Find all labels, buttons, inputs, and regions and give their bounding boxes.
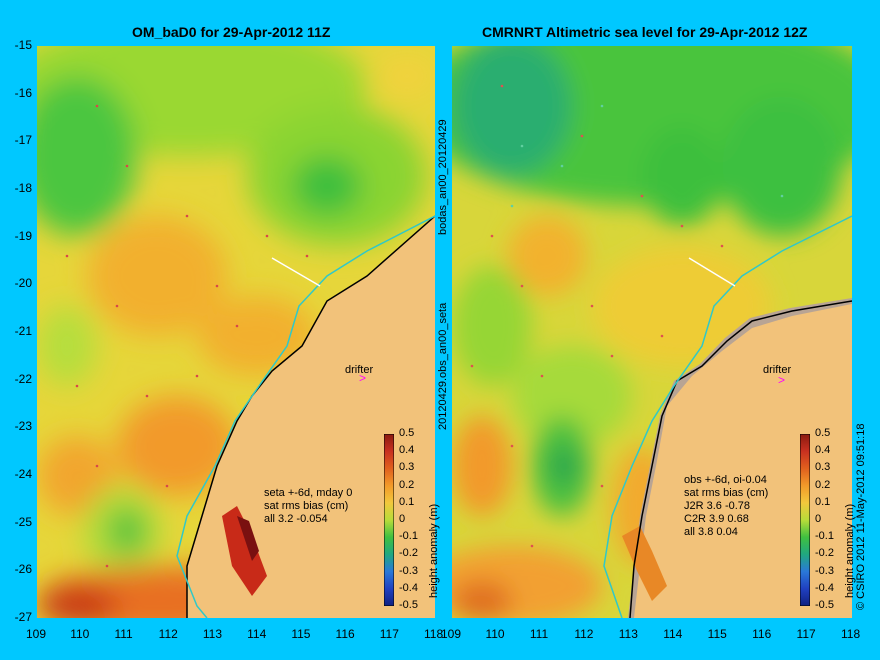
right-stats-line: sat rms bias (cm) (684, 487, 769, 499)
colorbar-tick-label: -0.3 (815, 564, 834, 577)
x-tick-label: 116 (752, 627, 772, 641)
right-map-title: CMRNRT Altimetric sea level for 29-Apr-2… (482, 24, 808, 40)
left-stats-line: seta +-6d, mday 0 (264, 487, 353, 499)
x-tick-label: 111 (114, 627, 133, 641)
x-tick-label: 113 (618, 627, 638, 641)
x-tick-label: 117 (379, 627, 399, 641)
colorbar-tick-label: 0 (399, 513, 406, 525)
y-tick-label: -17 (14, 133, 32, 148)
y-tick-label: -26 (14, 562, 32, 577)
colorbar-gradient (383, 433, 395, 607)
colorbar-tick-label: -0.4 (399, 581, 418, 594)
colorbar-tick-label: -0.3 (399, 564, 418, 577)
left-stats-line: sat rms bias (cm) (264, 500, 349, 512)
left-map-svg: > (37, 46, 435, 618)
colorbar-tick-label: 0.3 (399, 461, 415, 474)
y-tick-label: -25 (14, 514, 32, 529)
colorbar-tick-label: -0.5 (399, 599, 418, 611)
x-tick-label: 114 (247, 627, 267, 641)
left-stats-line: all 3.2 -0.054 (264, 513, 328, 525)
x-tick-label: 110 (70, 627, 90, 641)
right-colorbar: 0.5 0.4 0.3 0.2 0.1 0 -0.1 -0.2 -0.3 -0.4 -0.5 heig… (799, 427, 856, 611)
x-tick-label: 113 (202, 627, 223, 641)
right-stats-line: obs +-6d, oi-0.04 (684, 474, 767, 486)
colorbar-tick-label: 0.2 (815, 478, 831, 491)
y-tick-label: -21 (14, 324, 32, 338)
colorbar-tick-label: -0.2 (399, 547, 418, 560)
colorbar-tick-label: -0.1 (399, 530, 418, 543)
right-map-panel: > drifter obs +-6d, oi-0.04 sat rms bias… (452, 46, 852, 618)
x-tick-label: 110 (485, 627, 505, 641)
colorbar-tick-label: 0 (815, 513, 822, 525)
left-colorbar: 0.5 0.4 0.3 0.2 0.1 0 -0.1 -0.2 -0.3 -0.4 -0.5 heig… (383, 427, 440, 611)
colorbar-label: height anomaly (m) (428, 503, 440, 598)
y-tick-label: -27 (14, 610, 32, 624)
colorbar-tick-label: -0.1 (815, 530, 834, 543)
x-tick-label: 118 (424, 627, 444, 641)
right-drifter-label: drifter (763, 364, 792, 376)
right-side-label: 20120429.obs_an00_seta (437, 302, 449, 430)
y-tick-label: -20 (14, 276, 32, 291)
credit-label: © CSIRO 2012 11-May-2012 09:51:18 (855, 423, 867, 610)
x-tick-label: 118 (841, 627, 861, 641)
right-stats: obs +-6d, oi-0.04 sat rms bias (cm) J2R … (684, 474, 768, 539)
right-stats-line: C2R 3.9 0.68 (684, 513, 749, 525)
x-tick-label: 116 (335, 627, 355, 641)
colorbar-tick-label: -0.5 (815, 599, 834, 611)
x-tick-label: 115 (707, 627, 727, 641)
x-tick-label: 115 (291, 627, 311, 641)
y-tick-label: -22 (14, 371, 32, 386)
left-drifter-marker: > (359, 371, 366, 385)
x-tick-label: 111 (529, 627, 549, 641)
x-tick-label: 112 (158, 627, 178, 641)
left-map-title: OM_baD0 for 29-Apr-2012 11Z (132, 24, 331, 40)
colorbar-gradient (799, 433, 811, 607)
left-side-label: bodas_an00_20120429 (437, 119, 449, 235)
colorbar-tick-label: -0.4 (815, 581, 834, 594)
colorbar-tick-label: 0.4 (399, 444, 415, 457)
y-tick-label: -15 (14, 38, 32, 52)
y-tick-label: -23 (14, 419, 32, 434)
x-tick-label: 109 (26, 627, 47, 641)
right-stats-line: J2R 3.6 -0.78 (684, 500, 751, 512)
colorbar-tick-label: 0.2 (399, 478, 415, 491)
y-tick-label: -16 (14, 85, 32, 100)
right-drifter-marker: > (778, 373, 785, 387)
left-drifter-label: drifter (345, 364, 374, 376)
left-map-panel: > drifter seta +-6d, mday 0 sat rms bias… (37, 46, 435, 618)
colorbar-tick-label: 0.5 (815, 427, 831, 439)
x-tick-label: 114 (663, 627, 683, 641)
left-stats: seta +-6d, mday 0 sat rms bias (cm) all … (264, 487, 352, 526)
right-map-svg: > (452, 46, 852, 618)
colorbar-tick-label: 0.1 (815, 495, 831, 508)
y-tick-label: -19 (14, 228, 32, 243)
colorbar-tick-label: -0.2 (815, 547, 834, 560)
colorbar-tick-label: 0.4 (815, 444, 831, 457)
colorbar-tick-label: 0.3 (815, 461, 831, 474)
x-tick-label: 109 (441, 627, 462, 641)
x-tick-label: 117 (796, 627, 816, 641)
right-stats-line: all 3.8 0.04 (684, 526, 738, 538)
colorbar-tick-label: 0.1 (399, 495, 415, 508)
y-tick-label: -18 (14, 181, 32, 195)
y-tick-label: -24 (14, 467, 32, 481)
x-tick-label: 112 (574, 627, 594, 641)
colorbar-tick-label: 0.5 (399, 427, 415, 439)
